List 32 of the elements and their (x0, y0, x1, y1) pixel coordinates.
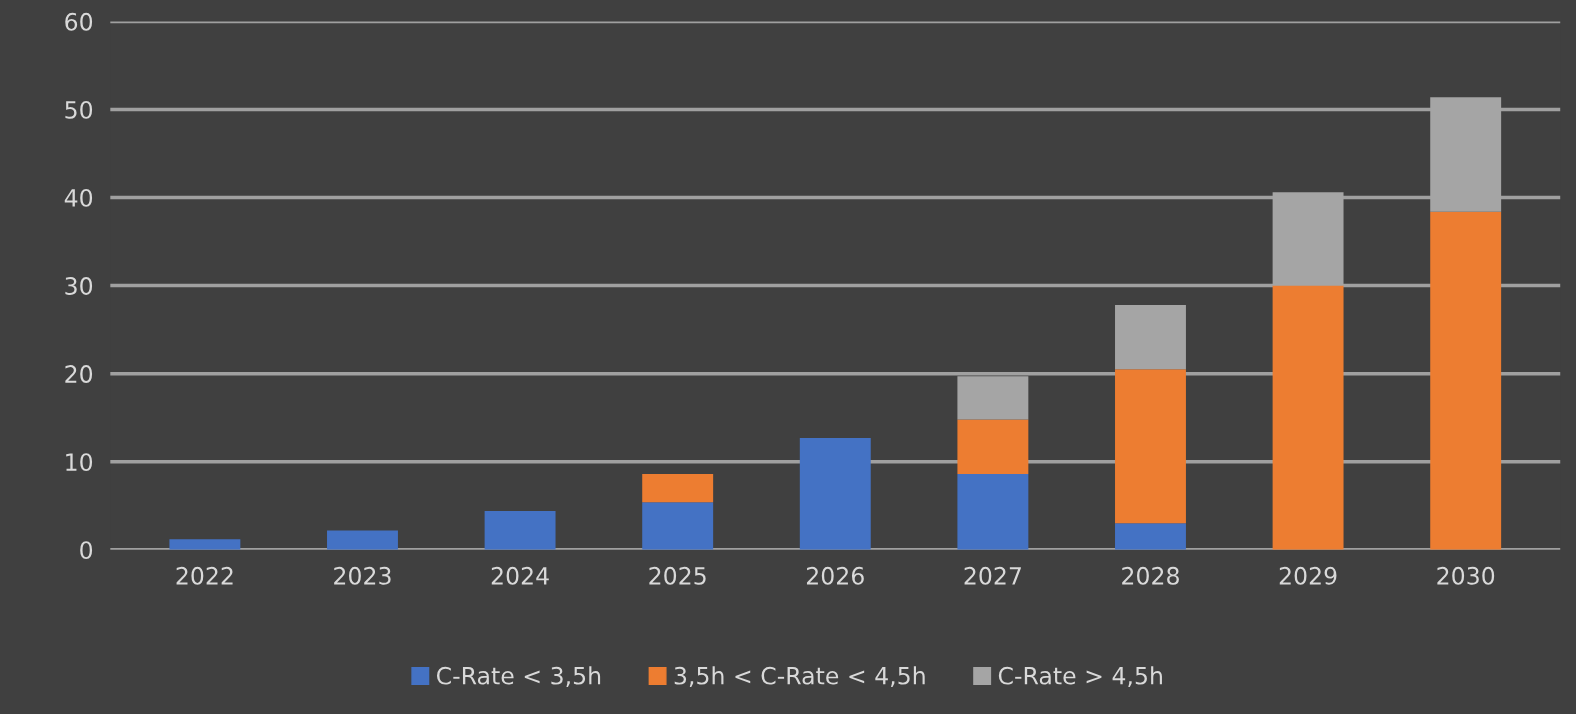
legend-label: C-Rate > 4,5h (998, 666, 1162, 688)
bar (1272, 285, 1344, 550)
x-tick-label: 2025 (649, 566, 706, 585)
x-tick-label: 2022 (176, 566, 233, 585)
legend-label: C-Rate < 3,5h (436, 666, 601, 688)
y-tick-label: 30 (65, 277, 93, 295)
bar (1430, 211, 1502, 550)
bar (957, 474, 1029, 550)
x-tick-label: 2023 (334, 566, 391, 585)
y-tick-label: 40 (64, 188, 93, 207)
y-tick-label: 50 (65, 100, 93, 119)
x-tick-label: 2026 (806, 566, 864, 585)
x-tick-label: 2024 (491, 566, 549, 585)
bar (1115, 523, 1186, 550)
bar (642, 502, 714, 550)
bar (327, 530, 398, 550)
bar (1115, 304, 1186, 370)
bar (642, 474, 714, 503)
x-tick-label: 2030 (1437, 566, 1495, 585)
y-tick-label: 20 (65, 365, 93, 383)
legend-label: 3,5h < C-Rate < 4,5h (674, 666, 925, 688)
bar (957, 419, 1029, 475)
x-tick-label: 2027 (964, 566, 1021, 585)
y-tick-label: 0 (80, 541, 93, 560)
bar (169, 539, 241, 550)
y-tick-label: 10 (66, 453, 93, 472)
bar (484, 511, 556, 550)
y-tick-label: 60 (65, 12, 93, 31)
x-tick-label: 2029 (1279, 566, 1337, 585)
bar (799, 437, 871, 550)
bar (1115, 369, 1186, 524)
x-tick-label: 2028 (1122, 566, 1179, 585)
